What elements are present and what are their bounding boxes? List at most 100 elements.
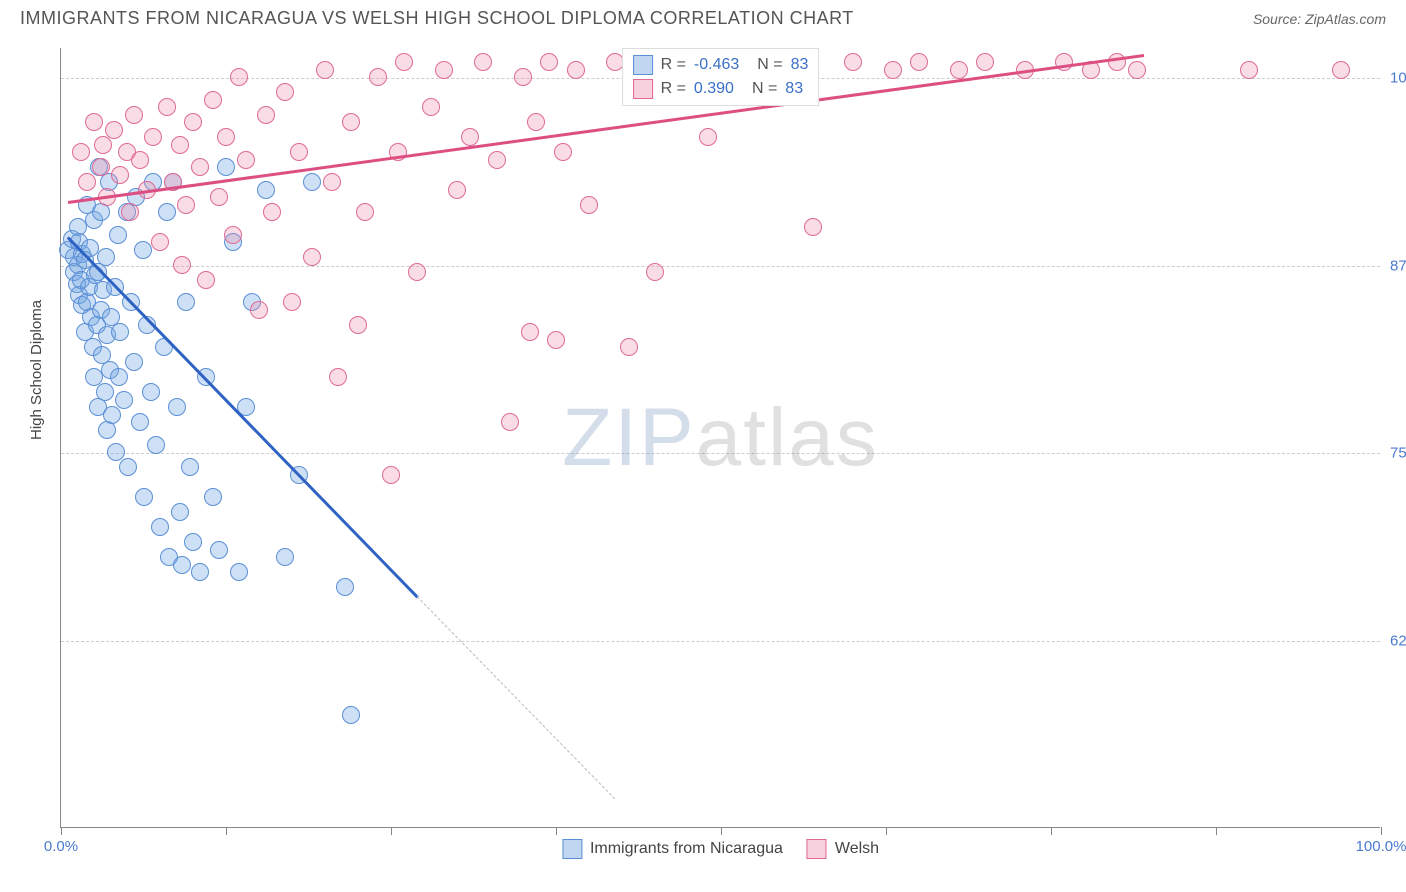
- data-point: [474, 53, 492, 71]
- x-tick: [391, 827, 392, 835]
- swatch-pink-icon: [807, 839, 827, 859]
- chart-title: IMMIGRANTS FROM NICARAGUA VS WELSH HIGH …: [20, 8, 854, 29]
- data-point: [342, 113, 360, 131]
- legend-row-blue: R = -0.463 N = 83: [633, 53, 809, 77]
- legend-item-welsh: Welsh: [807, 839, 879, 859]
- gridline: [61, 266, 1380, 267]
- data-point: [1055, 53, 1073, 71]
- data-point: [131, 151, 149, 169]
- data-point: [395, 53, 413, 71]
- data-point: [210, 541, 228, 559]
- legend-row-pink: R = 0.390 N = 83: [633, 77, 809, 101]
- x-tick: [1381, 827, 1382, 835]
- data-point: [521, 323, 539, 341]
- data-point: [177, 196, 195, 214]
- data-point: [316, 61, 334, 79]
- data-point: [448, 181, 466, 199]
- data-point: [131, 413, 149, 431]
- data-point: [204, 91, 222, 109]
- data-point: [342, 706, 360, 724]
- watermark: ZIPatlas: [562, 391, 879, 485]
- source-label: Source:: [1253, 11, 1305, 27]
- data-point: [151, 233, 169, 251]
- scatter-chart: ZIPatlas R = -0.463 N = 83 R = 0.390 N =…: [60, 48, 1380, 828]
- correlation-legend: R = -0.463 N = 83 R = 0.390 N = 83: [622, 48, 820, 106]
- legend-label-nicaragua: Immigrants from Nicaragua: [590, 840, 783, 858]
- r-label: R =: [661, 56, 686, 74]
- data-point: [303, 173, 321, 191]
- data-point: [488, 151, 506, 169]
- data-point: [78, 173, 96, 191]
- data-point: [435, 61, 453, 79]
- n-value-blue: 83: [791, 56, 809, 74]
- y-axis-label: High School Diploma: [28, 300, 45, 440]
- data-point: [144, 128, 162, 146]
- n-label: N =: [757, 56, 782, 74]
- data-point: [97, 248, 115, 266]
- data-point: [369, 68, 387, 86]
- data-point: [290, 143, 308, 161]
- x-tick: [61, 827, 62, 835]
- data-point: [283, 293, 301, 311]
- data-point: [184, 113, 202, 131]
- data-point: [217, 128, 235, 146]
- data-point: [230, 563, 248, 581]
- data-point: [210, 188, 228, 206]
- data-point: [422, 98, 440, 116]
- data-point: [910, 53, 928, 71]
- data-point: [94, 136, 112, 154]
- data-point: [111, 323, 129, 341]
- swatch-pink-icon: [633, 79, 653, 99]
- x-tick: [1051, 827, 1052, 835]
- x-tick: [226, 827, 227, 835]
- data-point: [540, 53, 558, 71]
- data-point: [217, 158, 235, 176]
- data-point: [115, 391, 133, 409]
- data-point: [191, 563, 209, 581]
- r-value-pink: 0.390: [694, 80, 734, 98]
- data-point: [96, 383, 114, 401]
- data-point: [501, 413, 519, 431]
- y-tick-label: 100.0%: [1390, 70, 1406, 87]
- source-name: ZipAtlas.com: [1305, 11, 1386, 27]
- swatch-blue-icon: [633, 55, 653, 75]
- data-point: [699, 128, 717, 146]
- data-point: [349, 316, 367, 334]
- data-point: [85, 113, 103, 131]
- data-point: [125, 353, 143, 371]
- data-point: [109, 226, 127, 244]
- data-point: [646, 263, 664, 281]
- data-point: [103, 406, 121, 424]
- data-point: [181, 458, 199, 476]
- data-point: [1128, 61, 1146, 79]
- r-value-blue: -0.463: [694, 56, 739, 74]
- data-point: [119, 458, 137, 476]
- x-tick: [556, 827, 557, 835]
- data-point: [147, 436, 165, 454]
- y-tick-label: 75.0%: [1390, 445, 1406, 462]
- data-point: [620, 338, 638, 356]
- y-tick-label: 87.5%: [1390, 257, 1406, 274]
- data-point: [567, 61, 585, 79]
- data-point: [135, 488, 153, 506]
- data-point: [527, 113, 545, 131]
- data-point: [125, 106, 143, 124]
- data-point: [336, 578, 354, 596]
- data-point: [580, 196, 598, 214]
- data-point: [303, 248, 321, 266]
- data-point: [72, 143, 90, 161]
- r-label: R =: [661, 80, 686, 98]
- data-point: [111, 166, 129, 184]
- data-point: [461, 128, 479, 146]
- data-point: [158, 203, 176, 221]
- gridline: [61, 453, 1380, 454]
- data-point: [171, 136, 189, 154]
- data-point: [230, 68, 248, 86]
- data-point: [121, 203, 139, 221]
- series-legend: Immigrants from Nicaragua Welsh: [562, 839, 879, 859]
- data-point: [237, 151, 255, 169]
- data-point: [554, 143, 572, 161]
- data-point: [884, 61, 902, 79]
- data-point: [168, 398, 186, 416]
- data-point: [547, 331, 565, 349]
